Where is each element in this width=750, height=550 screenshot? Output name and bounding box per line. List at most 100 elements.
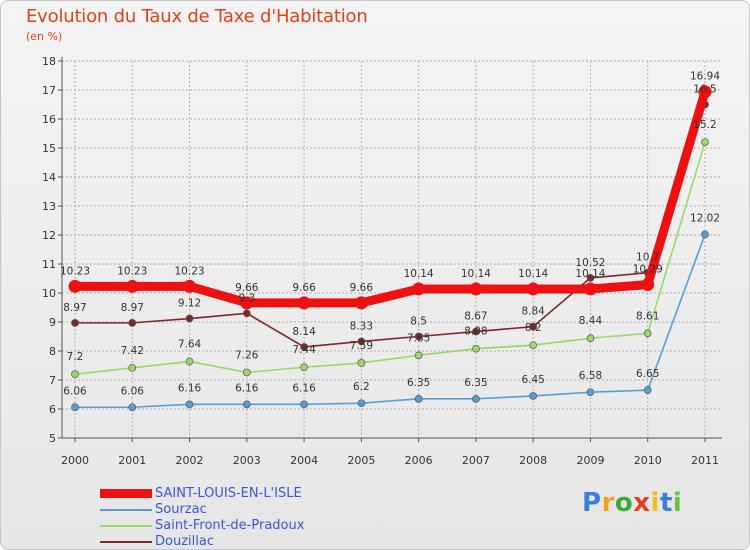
point-1 — [128, 363, 137, 372]
data-label-2: 10.7 — [636, 252, 659, 264]
data-label-1: 7.42 — [121, 345, 144, 357]
data-label-1: 7.64 — [178, 338, 202, 350]
x-tick-label: 2005 — [347, 454, 375, 467]
legend-swatch — [100, 489, 152, 498]
legend-label: Douzillac — [155, 534, 214, 549]
series-line-2 — [74, 103, 706, 348]
series-line-3 — [70, 87, 710, 308]
data-label-3: 9.66 — [292, 282, 316, 294]
point-3 — [641, 278, 655, 292]
point-2 — [242, 309, 251, 318]
point-0 — [586, 388, 595, 397]
point-2 — [586, 274, 595, 282]
data-label-0: 6.16 — [235, 382, 259, 394]
data-label-1: 7.2 — [67, 351, 84, 363]
data-label-3: 10.23 — [60, 265, 90, 277]
data-label-0: 6.16 — [178, 382, 202, 394]
y-tick-label: 9 — [49, 316, 56, 329]
data-label-1: 7.59 — [350, 340, 373, 352]
data-label-2: 8.97 — [121, 302, 144, 314]
point-3 — [183, 279, 197, 293]
data-label-2: 8.5 — [410, 316, 427, 328]
data-label-1: 8.08 — [464, 326, 487, 338]
legend-label: Saint-Front-de-Pradoux — [155, 518, 305, 533]
chart-title: Evolution du Taux de Taxe d'Habitation — [26, 6, 368, 27]
point-1 — [242, 368, 251, 377]
data-label-2: 9.3 — [238, 292, 255, 304]
point-0 — [357, 399, 366, 408]
point-3 — [526, 282, 540, 296]
data-label-1: 7.44 — [292, 344, 316, 356]
data-label-2: 8.14 — [292, 326, 316, 338]
x-tick-label: 2002 — [176, 454, 204, 467]
x-tick-label: 2010 — [634, 454, 662, 467]
y-tick-label: 13 — [42, 200, 56, 213]
data-label-3: 16.94 — [690, 71, 720, 83]
data-label-1: 7.26 — [235, 349, 259, 361]
point-1 — [643, 329, 652, 338]
data-labels: 6.06 6.06 6.16 6.16 6.16 6.2 6.35 6.35 6.45 6.58 6… — [60, 71, 720, 398]
point-1 — [357, 359, 366, 367]
data-label-2: 8.33 — [350, 320, 373, 332]
x-tick-label: 2000 — [61, 454, 89, 467]
data-label-0: 6.2 — [353, 381, 370, 393]
legend-swatch — [100, 509, 152, 511]
data-label-2: 9.12 — [178, 298, 201, 310]
data-label-2: 16.5 — [693, 84, 716, 96]
brand-logo: Proxiti — [582, 488, 682, 518]
axes — [58, 57, 722, 442]
point-0 — [472, 395, 480, 403]
point-3 — [412, 282, 426, 296]
point-2 — [529, 322, 538, 331]
y-tick-label: 16 — [42, 113, 56, 126]
brand-letter: o — [614, 488, 634, 518]
data-label-0: 12.02 — [690, 212, 720, 224]
legend-label: SAINT-LOUIS-EN-L'ISLE — [155, 486, 302, 501]
point-3 — [297, 296, 311, 310]
point-2 — [185, 314, 194, 323]
data-label-0: 6.58 — [579, 370, 602, 382]
y-tick-label: 12 — [42, 229, 56, 242]
y-tick-label: 5 — [49, 432, 56, 445]
point-0 — [128, 403, 137, 412]
data-label-1: 15.2 — [693, 119, 716, 131]
data-label-3: 9.66 — [350, 282, 374, 294]
data-label-3: 10.29 — [633, 264, 663, 276]
brand-letter: t — [659, 488, 673, 518]
brand-letter: r — [601, 488, 615, 518]
data-label-2: 8.97 — [63, 302, 86, 314]
point-2 — [300, 343, 308, 351]
y-tick-labels: 5 6 7 8 9 10 11 12 13 14 15 16 17 18 — [42, 55, 56, 445]
point-1 — [586, 334, 595, 343]
chart-subtitle: (en %) — [26, 30, 63, 43]
point-1 — [185, 357, 194, 366]
y-tick-label: 15 — [42, 142, 56, 155]
x-tick-labels: 2000 2001 2002 2003 2004 2005 2006 2007 2008 2009… — [61, 454, 719, 467]
point-1 — [71, 370, 79, 379]
point-2 — [414, 332, 423, 341]
x-tick-label: 2009 — [576, 454, 604, 467]
data-label-3: 10.14 — [461, 268, 491, 280]
data-label-3: 10.14 — [518, 268, 548, 280]
x-tick-label: 2003 — [233, 454, 261, 467]
data-label-2: 10.52 — [575, 257, 605, 269]
x-tick-label: 2001 — [118, 454, 146, 467]
brand-letter: P — [582, 488, 602, 518]
point-1 — [701, 138, 709, 147]
point-2 — [128, 319, 137, 327]
data-label-3: 10.23 — [175, 265, 205, 277]
data-label-1: 7.85 — [407, 332, 430, 344]
point-0 — [414, 395, 423, 403]
point-1 — [414, 351, 423, 360]
gridlines — [62, 60, 722, 439]
y-tick-label: 6 — [49, 403, 56, 416]
point-0 — [71, 403, 79, 412]
data-label-0: 6.45 — [521, 374, 544, 386]
y-tick-label: 10 — [42, 287, 56, 300]
point-3 — [240, 296, 254, 310]
point-2 — [357, 337, 366, 346]
series-line-1 — [74, 141, 706, 376]
brand-letter: x — [633, 488, 651, 518]
y-tick-label: 7 — [49, 374, 56, 387]
